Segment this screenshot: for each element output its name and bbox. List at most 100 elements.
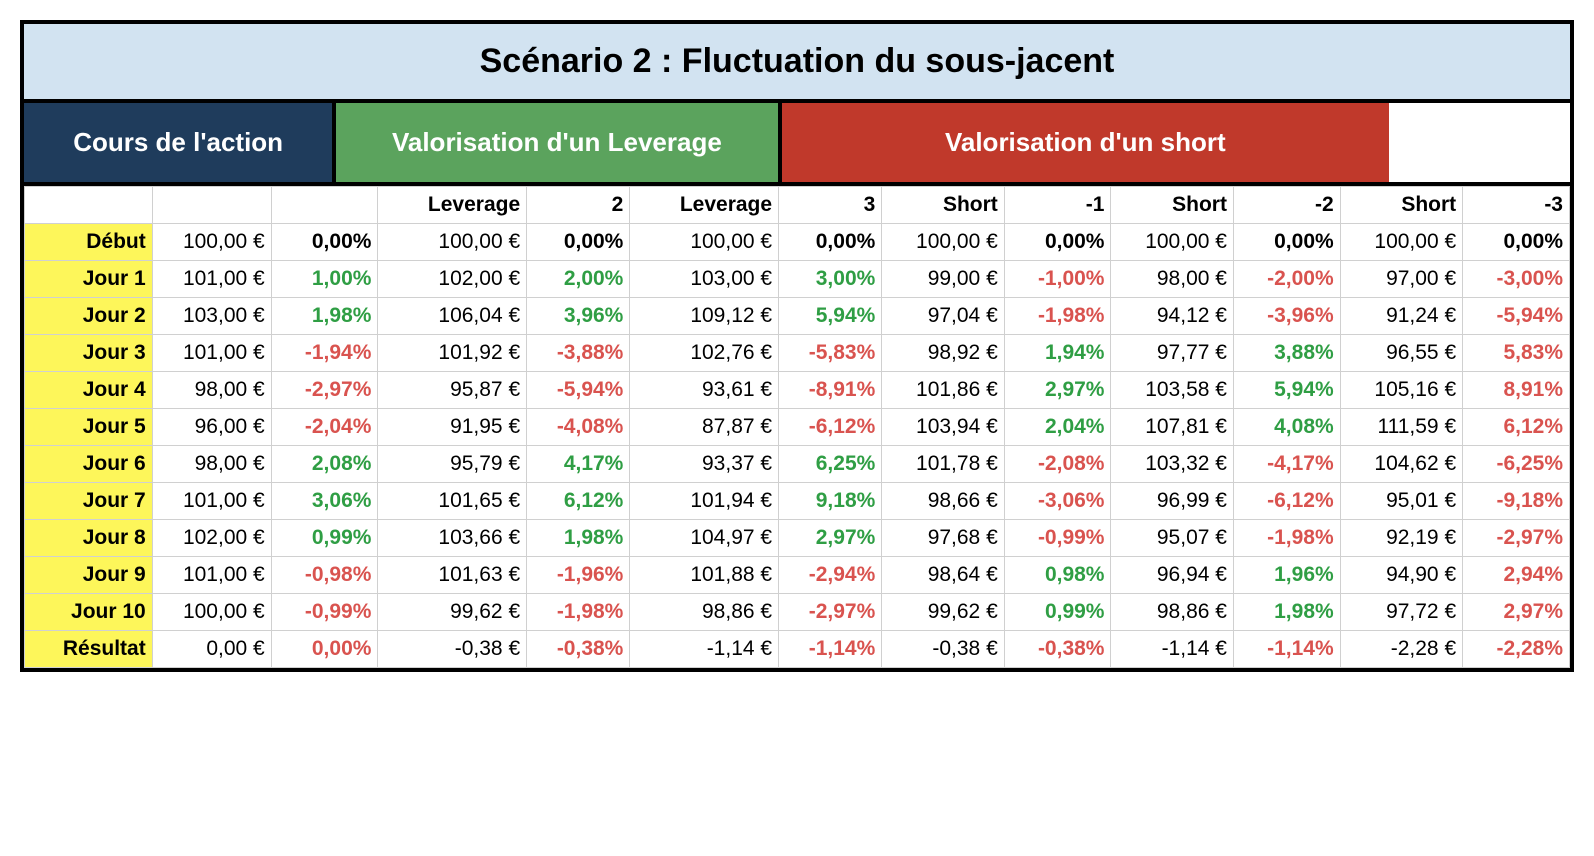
row-label: Jour 3 bbox=[25, 335, 153, 372]
data-table: Leverage2Leverage3Short-1Short-2Short-3 … bbox=[24, 186, 1570, 668]
data-cell: 99,00 € bbox=[882, 261, 1004, 298]
data-cell: -5,94% bbox=[527, 372, 630, 409]
table-row: Jour 10100,00 €-0,99%99,62 €-1,98%98,86 … bbox=[25, 594, 1570, 631]
table-row: Jour 2103,00 €1,98%106,04 €3,96%109,12 €… bbox=[25, 298, 1570, 335]
data-cell: 96,99 € bbox=[1111, 483, 1233, 520]
data-cell: -0,38 € bbox=[882, 631, 1004, 668]
data-cell: 1,98% bbox=[1233, 594, 1340, 631]
data-cell: 103,32 € bbox=[1111, 446, 1233, 483]
row-label: Jour 7 bbox=[25, 483, 153, 520]
data-cell: -2,97% bbox=[779, 594, 882, 631]
data-cell: -0,99% bbox=[271, 594, 378, 631]
data-cell: 8,91% bbox=[1463, 372, 1570, 409]
table-row: Début100,00 €0,00%100,00 €0,00%100,00 €0… bbox=[25, 224, 1570, 261]
row-label: Jour 10 bbox=[25, 594, 153, 631]
data-cell: 2,08% bbox=[271, 446, 378, 483]
data-cell: 94,12 € bbox=[1111, 298, 1233, 335]
data-cell: -3,88% bbox=[527, 335, 630, 372]
data-cell: 1,98% bbox=[527, 520, 630, 557]
data-cell: -1,98% bbox=[527, 594, 630, 631]
data-cell: 109,12 € bbox=[630, 298, 779, 335]
data-cell: 101,00 € bbox=[152, 261, 271, 298]
group-header-leverage: Valorisation d'un Leverage bbox=[336, 103, 781, 182]
table-row: Jour 7101,00 €3,06%101,65 €6,12%101,94 €… bbox=[25, 483, 1570, 520]
data-cell: 100,00 € bbox=[378, 224, 527, 261]
data-cell: 2,97% bbox=[779, 520, 882, 557]
table-row: Jour 9101,00 €-0,98%101,63 €-1,96%101,88… bbox=[25, 557, 1570, 594]
data-cell: -6,25% bbox=[1463, 446, 1570, 483]
row-label: Début bbox=[25, 224, 153, 261]
data-cell: -2,08% bbox=[1004, 446, 1111, 483]
data-cell: 98,64 € bbox=[882, 557, 1004, 594]
data-cell: 97,72 € bbox=[1340, 594, 1462, 631]
data-cell: -1,98% bbox=[1004, 298, 1111, 335]
data-cell: 111,59 € bbox=[1340, 409, 1462, 446]
data-cell: 0,99% bbox=[271, 520, 378, 557]
sub-header-cell bbox=[271, 187, 378, 224]
data-cell: 0,00% bbox=[271, 631, 378, 668]
data-cell: 100,00 € bbox=[1340, 224, 1462, 261]
data-cell: 97,00 € bbox=[1340, 261, 1462, 298]
data-cell: 3,96% bbox=[527, 298, 630, 335]
row-label: Résultat bbox=[25, 631, 153, 668]
data-cell: 0,00% bbox=[1004, 224, 1111, 261]
data-cell: 106,04 € bbox=[378, 298, 527, 335]
data-cell: -4,08% bbox=[527, 409, 630, 446]
data-cell: 6,12% bbox=[1463, 409, 1570, 446]
data-cell: -2,97% bbox=[271, 372, 378, 409]
data-cell: 96,00 € bbox=[152, 409, 271, 446]
data-cell: 103,66 € bbox=[378, 520, 527, 557]
sub-header-cell: -2 bbox=[1233, 187, 1340, 224]
data-cell: 101,94 € bbox=[630, 483, 779, 520]
data-cell: 103,00 € bbox=[152, 298, 271, 335]
row-label: Jour 9 bbox=[25, 557, 153, 594]
sub-header-cell: -3 bbox=[1463, 187, 1570, 224]
data-cell: 1,98% bbox=[271, 298, 378, 335]
sub-header-cell: -1 bbox=[1004, 187, 1111, 224]
data-cell: -1,96% bbox=[527, 557, 630, 594]
sub-header-cell bbox=[152, 187, 271, 224]
data-cell: 91,24 € bbox=[1340, 298, 1462, 335]
row-label: Jour 6 bbox=[25, 446, 153, 483]
row-label: Jour 8 bbox=[25, 520, 153, 557]
data-cell: 101,00 € bbox=[152, 483, 271, 520]
data-cell: 1,00% bbox=[271, 261, 378, 298]
data-cell: -9,18% bbox=[1463, 483, 1570, 520]
data-cell: -5,94% bbox=[1463, 298, 1570, 335]
data-cell: -2,28% bbox=[1463, 631, 1570, 668]
sub-header-cell: Short bbox=[1340, 187, 1462, 224]
data-cell: 9,18% bbox=[779, 483, 882, 520]
sub-header-cell: Short bbox=[882, 187, 1004, 224]
table-row: Jour 698,00 €2,08%95,79 €4,17%93,37 €6,2… bbox=[25, 446, 1570, 483]
data-cell: 105,16 € bbox=[1340, 372, 1462, 409]
data-cell: 96,94 € bbox=[1111, 557, 1233, 594]
data-cell: 93,61 € bbox=[630, 372, 779, 409]
data-cell: 4,17% bbox=[527, 446, 630, 483]
data-cell: 101,00 € bbox=[152, 335, 271, 372]
data-cell: 98,86 € bbox=[630, 594, 779, 631]
data-cell: 0,00% bbox=[1233, 224, 1340, 261]
sub-header-cell: Leverage bbox=[378, 187, 527, 224]
sub-header-cell: 3 bbox=[779, 187, 882, 224]
data-cell: 92,19 € bbox=[1340, 520, 1462, 557]
data-cell: 95,01 € bbox=[1340, 483, 1462, 520]
row-label: Jour 1 bbox=[25, 261, 153, 298]
data-cell: 99,62 € bbox=[882, 594, 1004, 631]
table-row: Résultat0,00 €0,00%-0,38 €-0,38%-1,14 €-… bbox=[25, 631, 1570, 668]
data-cell: 101,00 € bbox=[152, 557, 271, 594]
data-cell: 0,00% bbox=[527, 224, 630, 261]
data-cell: -2,97% bbox=[1463, 520, 1570, 557]
data-cell: -1,14% bbox=[1233, 631, 1340, 668]
data-cell: -1,14 € bbox=[630, 631, 779, 668]
data-cell: 5,83% bbox=[1463, 335, 1570, 372]
data-cell: -0,99% bbox=[1004, 520, 1111, 557]
data-cell: 95,87 € bbox=[378, 372, 527, 409]
data-cell: -3,00% bbox=[1463, 261, 1570, 298]
data-cell: 5,94% bbox=[1233, 372, 1340, 409]
data-cell: 2,04% bbox=[1004, 409, 1111, 446]
data-cell: 95,07 € bbox=[1111, 520, 1233, 557]
row-label: Jour 2 bbox=[25, 298, 153, 335]
sub-header-cell: 2 bbox=[527, 187, 630, 224]
data-cell: 91,95 € bbox=[378, 409, 527, 446]
data-cell: 2,94% bbox=[1463, 557, 1570, 594]
